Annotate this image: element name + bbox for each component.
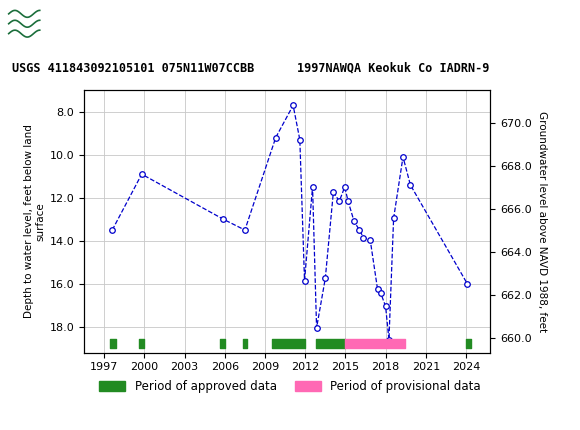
FancyBboxPatch shape	[6, 4, 81, 46]
Y-axis label: Groundwater level above NAVD 1988, feet: Groundwater level above NAVD 1988, feet	[537, 111, 547, 332]
Text: USGS 411843092105101 075N11W07CCBB      1997NAWQA Keokuk Co IADRN-9: USGS 411843092105101 075N11W07CCBB 1997N…	[12, 61, 489, 74]
Legend: Period of approved data, Period of provisional data: Period of approved data, Period of provi…	[99, 380, 481, 393]
Text: USGS: USGS	[87, 15, 155, 35]
Y-axis label: Depth to water level, feet below land
surface: Depth to water level, feet below land su…	[24, 125, 45, 318]
